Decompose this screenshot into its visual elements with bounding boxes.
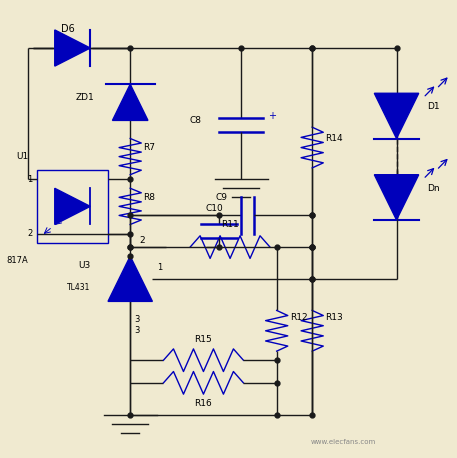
Text: R13: R13: [325, 313, 343, 322]
Text: D6: D6: [61, 24, 75, 34]
Bar: [37, 170, 108, 243]
Text: R8: R8: [143, 193, 155, 202]
Text: D1: D1: [428, 102, 440, 111]
Text: Dn: Dn: [428, 184, 440, 193]
Text: C8: C8: [189, 116, 201, 125]
Text: 1: 1: [157, 263, 162, 272]
Text: 3: 3: [135, 315, 140, 324]
Text: U1: U1: [16, 152, 28, 161]
Text: 2: 2: [27, 229, 32, 238]
Text: R14: R14: [325, 134, 343, 143]
Text: R15: R15: [195, 335, 213, 344]
Text: U3: U3: [78, 261, 90, 270]
Text: R12: R12: [290, 313, 308, 322]
Polygon shape: [108, 256, 152, 301]
Text: 2: 2: [139, 236, 145, 245]
Text: 3: 3: [135, 326, 140, 335]
Text: TL431: TL431: [67, 284, 90, 292]
Polygon shape: [55, 188, 90, 224]
Text: ZD1: ZD1: [76, 93, 95, 102]
Text: R11: R11: [221, 220, 239, 229]
Polygon shape: [374, 93, 419, 138]
Polygon shape: [112, 84, 148, 120]
Text: 817A: 817A: [6, 256, 28, 265]
Polygon shape: [55, 30, 90, 66]
Text: www.elecfans.com: www.elecfans.com: [311, 439, 376, 445]
Text: C10: C10: [206, 204, 223, 213]
Text: 1: 1: [27, 174, 32, 184]
Text: R16: R16: [195, 398, 213, 408]
Text: R7: R7: [143, 143, 155, 152]
Text: +: +: [268, 111, 276, 121]
Polygon shape: [374, 174, 419, 220]
Text: C9: C9: [215, 193, 227, 202]
